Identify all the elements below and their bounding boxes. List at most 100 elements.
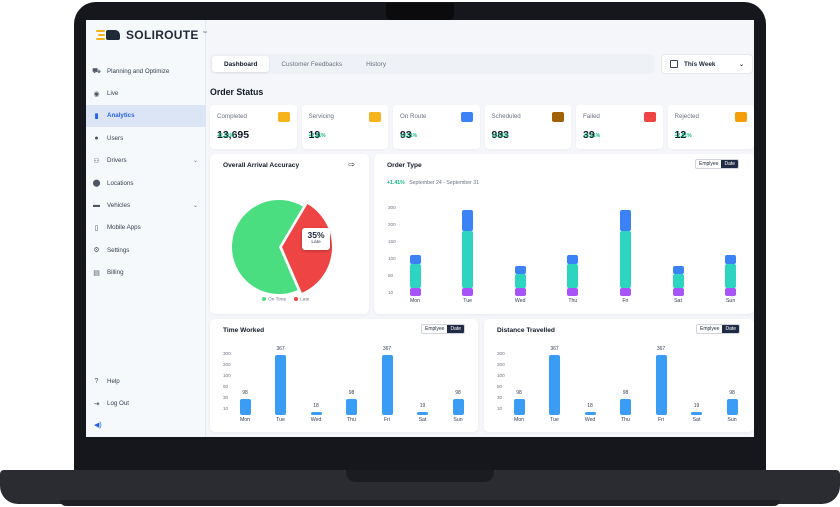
laptop-foot xyxy=(60,500,780,506)
x-tick-label: Sun xyxy=(725,298,736,304)
bar-tue[interactable] xyxy=(549,355,560,415)
pie-slice-on-time[interactable] xyxy=(231,200,303,294)
stat-card-scheduled[interactable]: Scheduled 983 +2.51% xyxy=(484,105,571,149)
external-link-icon[interactable]: ⇨ xyxy=(348,160,355,169)
tab-customer-feedbacks[interactable]: Customer Feedbacks xyxy=(281,60,343,68)
sidebar-item-label: Analytics xyxy=(107,112,135,120)
x-tick-label: Mon xyxy=(409,298,421,304)
bar-sat[interactable] xyxy=(417,411,428,415)
sidebar-item-planning-and-optimize[interactable]: ⛟ Planning and Optimize xyxy=(86,60,206,82)
stat-label: Servicing xyxy=(308,113,334,120)
data-label: 19 xyxy=(419,402,426,409)
bar-thu-s2[interactable] xyxy=(567,254,579,265)
sidebar-item-log-out[interactable]: ⇥ Log Out xyxy=(86,392,206,414)
bar-wed[interactable] xyxy=(584,412,596,415)
bar-sat-s0[interactable] xyxy=(672,288,684,296)
data-label: 98 xyxy=(516,389,522,396)
bar-thu-s0[interactable] xyxy=(567,288,579,296)
collapse-sidebar-icon[interactable]: ◀) xyxy=(94,422,102,429)
sidebar-item-mobile-apps[interactable]: ▯ Mobile Apps xyxy=(86,217,206,239)
tab-history[interactable]: History xyxy=(366,60,387,68)
bar-wed[interactable] xyxy=(310,412,322,415)
status-icon xyxy=(369,112,381,122)
bar-wed-s2[interactable] xyxy=(514,266,526,274)
bar-tue-s0[interactable] xyxy=(462,288,474,296)
x-tick-label: Sun xyxy=(727,417,737,423)
bar-sun-s0[interactable] xyxy=(725,288,737,296)
sidebar-item-drivers[interactable]: ⚇ Drivers ⌄ xyxy=(86,150,206,172)
sidebar-item-locations[interactable]: ⬤ Locations xyxy=(86,172,206,194)
toggle-date[interactable]: Date xyxy=(722,325,740,333)
order-type-card: Order Type +1.41% September 24 - Septemb… xyxy=(374,154,754,314)
bar-thu[interactable] xyxy=(620,398,631,415)
toggle-date[interactable]: Date xyxy=(721,160,739,168)
sidebar-item-label: Live xyxy=(107,90,119,98)
help-icon: ? xyxy=(94,377,99,385)
y-tick-label: 30 xyxy=(223,395,229,400)
sidebar-item-analytics[interactable]: ▮ Analytics xyxy=(86,104,206,128)
stat-card-rejected[interactable]: Rejected 12 +2.51% xyxy=(667,105,754,149)
sidebar-item-vehicles[interactable]: ▬ Vehicles ⌄ xyxy=(86,194,206,216)
stat-card-failed[interactable]: Failed 39 +2.51% xyxy=(576,105,663,149)
live-signal-icon: ◉ xyxy=(93,90,100,98)
bar-mon[interactable] xyxy=(513,398,525,415)
stat-card-completed[interactable]: Completed 13,695 +2.51% xyxy=(210,105,297,149)
driver-icon: ⚇ xyxy=(93,157,100,165)
bar-sat-s2[interactable] xyxy=(672,266,684,274)
y-tick-label: 10 xyxy=(388,290,394,295)
bar-thu[interactable] xyxy=(346,398,357,415)
bar-wed-s0[interactable] xyxy=(514,288,526,296)
y-tick-label: 100 xyxy=(388,256,396,261)
bar-mon-s2[interactable] xyxy=(409,254,421,265)
bar-mon[interactable] xyxy=(239,398,251,415)
bar-sun-s2[interactable] xyxy=(725,254,737,265)
late-callout-value: 35% xyxy=(307,230,325,240)
toggle-employee[interactable]: Emplyee xyxy=(425,326,445,332)
user-icon: ● xyxy=(94,134,99,142)
sidebar-item-settings[interactable]: ⚙ Settings xyxy=(86,239,206,261)
bar-fri-s0[interactable] xyxy=(619,288,631,296)
data-label: 367 xyxy=(550,346,559,352)
bar-sun[interactable] xyxy=(726,398,738,415)
brand-name: SOLIROUTE xyxy=(126,28,199,42)
bar-sun[interactable] xyxy=(452,398,464,415)
week-selector[interactable]: This Week ⌄ xyxy=(661,54,753,74)
bar-fri[interactable] xyxy=(655,355,667,415)
bar-sun-s1[interactable] xyxy=(725,264,737,289)
stat-value: 19 xyxy=(308,129,321,141)
stat-card-on-route[interactable]: On Route 93 +2.51% xyxy=(393,105,480,149)
x-tick-label: Fri xyxy=(657,417,665,423)
toggle-employee[interactable]: Emplyee xyxy=(699,161,719,167)
x-tick-label: Sun xyxy=(453,417,463,423)
x-tick-label: Sat xyxy=(692,417,701,423)
bar-tue-s1[interactable] xyxy=(462,230,474,289)
bar-tue[interactable] xyxy=(275,355,286,415)
data-label: 98 xyxy=(348,389,355,396)
bar-mon-s1[interactable] xyxy=(409,264,421,289)
sidebar-item-users[interactable]: ● Users xyxy=(86,127,206,149)
bar-fri-s1[interactable] xyxy=(619,230,631,289)
brand-logo[interactable]: SOLIROUTE ™ xyxy=(96,28,207,42)
bar-wed-s1[interactable] xyxy=(514,274,526,289)
bar-sat[interactable] xyxy=(691,411,702,415)
toggle-employee[interactable]: Emplyee xyxy=(700,326,720,332)
sidebar-item-billing[interactable]: ▤ Billing xyxy=(86,262,206,284)
sidebar: SOLIROUTE ™ ⛟ Planning and Optimize ◉ Live ▮ A… xyxy=(86,20,207,437)
order-type-change: +1.41% xyxy=(387,180,405,186)
bar-thu-s1[interactable] xyxy=(567,264,579,289)
bar-sat-s1[interactable] xyxy=(672,274,684,289)
bar-fri-s2[interactable] xyxy=(619,209,631,231)
sidebar-item-live[interactable]: ◉ Live xyxy=(86,82,206,104)
bar-mon-s0[interactable] xyxy=(409,288,421,296)
bar-fri[interactable] xyxy=(381,355,393,415)
toggle-date[interactable]: Date xyxy=(447,325,465,333)
tab-dashboard[interactable]: Dashboard xyxy=(212,56,270,72)
stat-card-servicing[interactable]: Servicing 19 +2.51% xyxy=(301,105,388,149)
sidebar-item-help[interactable]: ? Help xyxy=(86,370,206,392)
sidebar-bottom-nav: ? Help ⇥ Log Out xyxy=(86,370,206,415)
stat-change: +2.51% xyxy=(217,133,235,139)
bar-tue-s2[interactable] xyxy=(462,209,474,231)
data-label: 18 xyxy=(587,403,593,410)
y-tick-label: 300 xyxy=(223,351,231,356)
